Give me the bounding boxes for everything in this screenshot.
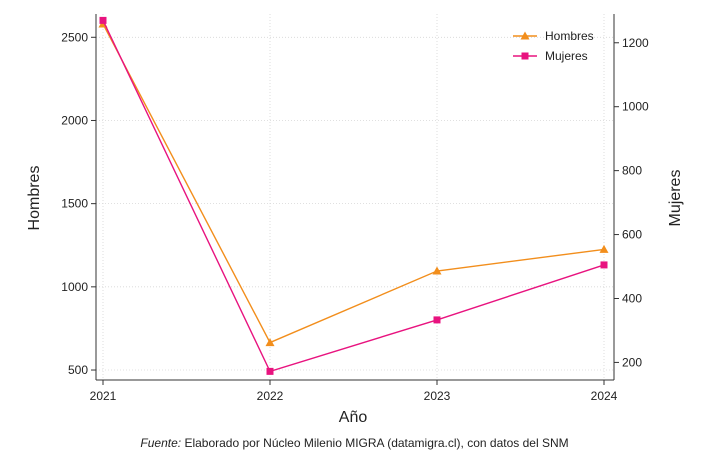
source-text: Elaborado por Núcleo Milenio MIGRA (data… — [184, 436, 569, 450]
data-point-hombres — [265, 338, 275, 347]
y-right-tick-label: 1000 — [622, 100, 649, 114]
data-point-mujeres — [433, 316, 441, 324]
legend-marker-hombres — [520, 31, 530, 40]
grid-lines — [96, 14, 614, 380]
legend-marker-mujeres — [521, 52, 529, 60]
legend: Hombres Mujeres — [513, 29, 594, 63]
series-line-mujeres — [102, 20, 605, 373]
y-left-tick-label: 500 — [68, 363, 88, 377]
x-tick-label: 2022 — [257, 389, 284, 403]
y-left-tick-label: 2500 — [61, 30, 88, 44]
y-left-tick-label: 1000 — [61, 280, 88, 294]
data-point-hombres — [599, 244, 609, 253]
data-point-mujeres — [266, 367, 274, 375]
y-axis-right-title: Mujeres — [667, 170, 684, 227]
series-line-hombres — [102, 23, 605, 344]
data-point-mujeres — [600, 261, 608, 269]
y-right-tick-label: 800 — [622, 164, 642, 178]
y-axis-left-title: Hombres — [26, 166, 43, 231]
source-note: Fuente: Elaborado por Núcleo Milenio MIG… — [0, 436, 709, 450]
y-right-tick-label: 200 — [622, 355, 642, 369]
y-right-tick-label: 400 — [622, 291, 642, 305]
legend-label-mujeres: Mujeres — [545, 49, 588, 63]
y-right-tick-label: 1200 — [622, 36, 649, 50]
x-tick-label: 2021 — [90, 389, 117, 403]
x-tick-label: 2023 — [424, 389, 451, 403]
y-right-tick-label: 600 — [622, 228, 642, 242]
chart: 500 1000 1500 2000 2500 200 400 600 800 1000 1200 2… — [26, 14, 684, 426]
legend-label-hombres: Hombres — [545, 29, 594, 43]
y-left-tick-label: 2000 — [61, 113, 88, 127]
y-left-tick-label: 1500 — [61, 197, 88, 211]
data-point-mujeres — [99, 16, 107, 24]
source-label: Fuente: — [140, 436, 182, 450]
data-point-hombres — [432, 266, 442, 275]
x-axis-title: Año — [339, 409, 368, 426]
plot-area — [98, 16, 609, 375]
x-tick-label: 2024 — [591, 389, 618, 403]
axes: 500 1000 1500 2000 2500 200 400 600 800 1000 1200 2… — [61, 14, 649, 403]
